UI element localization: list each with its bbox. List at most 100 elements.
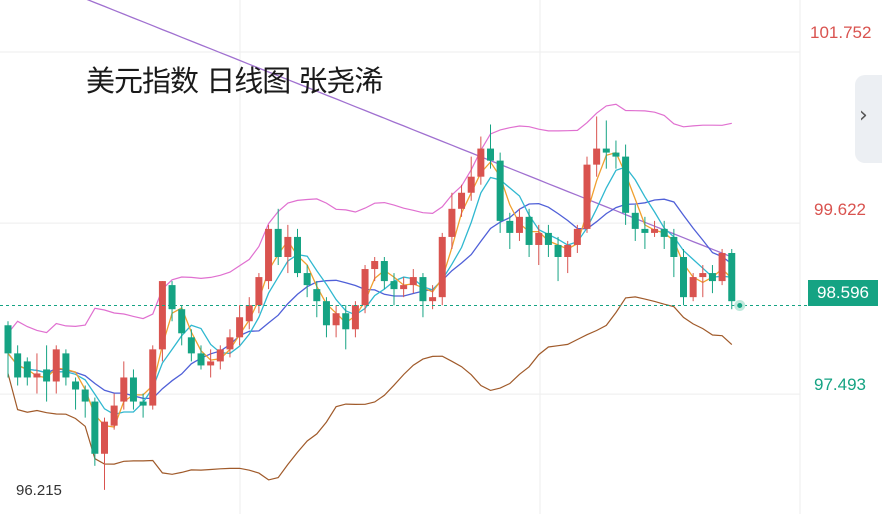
candle-body — [187, 337, 195, 354]
candle — [332, 305, 340, 338]
candle — [72, 377, 80, 410]
candle — [255, 273, 263, 314]
candle — [380, 257, 388, 290]
expand-side-panel-button[interactable]: › — [855, 75, 882, 163]
candle-body — [458, 192, 466, 209]
candle-body — [400, 285, 408, 290]
mas-path — [7, 198, 733, 400]
mal-path — [86, 0, 733, 258]
candle — [361, 265, 369, 314]
candle — [506, 212, 514, 249]
bbu-path — [7, 103, 732, 334]
candle — [593, 116, 601, 177]
candle-body — [236, 317, 244, 338]
candle — [216, 345, 224, 370]
candle-body — [207, 361, 215, 366]
maf-path — [7, 151, 733, 428]
candle-body — [245, 305, 253, 322]
candle — [43, 345, 51, 402]
current-price-dot — [734, 300, 746, 312]
candle — [708, 265, 716, 294]
candle-body — [631, 212, 639, 229]
candle-body — [62, 353, 70, 378]
candle-body — [728, 252, 736, 302]
candle — [294, 228, 301, 278]
candle — [14, 345, 22, 386]
candle — [81, 385, 89, 418]
low-price-label: 96.215 — [16, 482, 62, 499]
candle-body — [313, 289, 321, 302]
candle-body — [332, 313, 340, 326]
candle — [33, 353, 41, 394]
candle-body — [255, 277, 263, 306]
candle — [718, 248, 726, 286]
candle — [4, 321, 12, 378]
candle-body — [129, 377, 137, 402]
candle-body — [680, 257, 687, 298]
candle-body — [158, 281, 166, 350]
candle — [390, 273, 398, 306]
candle — [110, 393, 118, 430]
ma-long-line — [86, 0, 733, 258]
candle — [149, 345, 157, 410]
candle — [284, 224, 292, 274]
candle — [371, 257, 379, 282]
candle — [419, 273, 427, 318]
candle — [564, 240, 572, 274]
candle — [544, 224, 552, 257]
candle-body — [23, 361, 31, 378]
ma-fast-line — [7, 151, 733, 428]
candle — [91, 397, 99, 466]
candle-body — [294, 236, 301, 274]
current-price-tag: 98.596 — [808, 280, 878, 306]
candle-body — [419, 277, 427, 302]
y-axis-label-low: 97.493 — [814, 375, 866, 394]
candle-body — [101, 421, 108, 454]
candle-body — [535, 232, 543, 245]
candle — [641, 216, 649, 249]
candle — [52, 345, 60, 394]
candle — [236, 305, 244, 346]
candle — [23, 357, 31, 386]
candle — [458, 184, 466, 217]
price-line — [0, 300, 808, 312]
candle-body — [641, 228, 649, 233]
candle — [525, 208, 533, 257]
chevron-right-icon: › — [859, 103, 868, 128]
candle-body — [33, 373, 41, 378]
y-axis-label-top: 101.752 — [810, 23, 872, 42]
candle-body — [496, 160, 504, 221]
candle-body — [429, 297, 437, 302]
candle-body — [593, 148, 601, 165]
candle — [245, 297, 253, 330]
candle-body — [564, 244, 572, 257]
candle-body — [52, 349, 60, 382]
candle — [265, 224, 273, 290]
candle — [467, 156, 475, 201]
candle-body — [178, 309, 186, 334]
candle — [515, 208, 523, 241]
candle-body — [168, 285, 176, 310]
candle — [139, 393, 147, 418]
candle — [168, 281, 176, 322]
bollinger-upper-line — [7, 103, 732, 334]
candle-body — [467, 176, 475, 193]
candle — [101, 417, 108, 490]
candle-body — [544, 232, 552, 245]
candle — [602, 120, 610, 169]
candle-body — [699, 273, 707, 278]
candle — [477, 136, 485, 185]
candle — [62, 349, 70, 386]
candle — [583, 156, 591, 233]
candle — [438, 232, 446, 306]
candle-body — [670, 236, 678, 257]
candle — [129, 369, 137, 410]
candle — [207, 349, 215, 378]
candle-body — [477, 148, 485, 177]
candle-body — [651, 228, 659, 233]
candle — [313, 281, 321, 318]
candle-body — [583, 164, 591, 229]
candle — [612, 140, 620, 169]
candle — [535, 224, 543, 266]
